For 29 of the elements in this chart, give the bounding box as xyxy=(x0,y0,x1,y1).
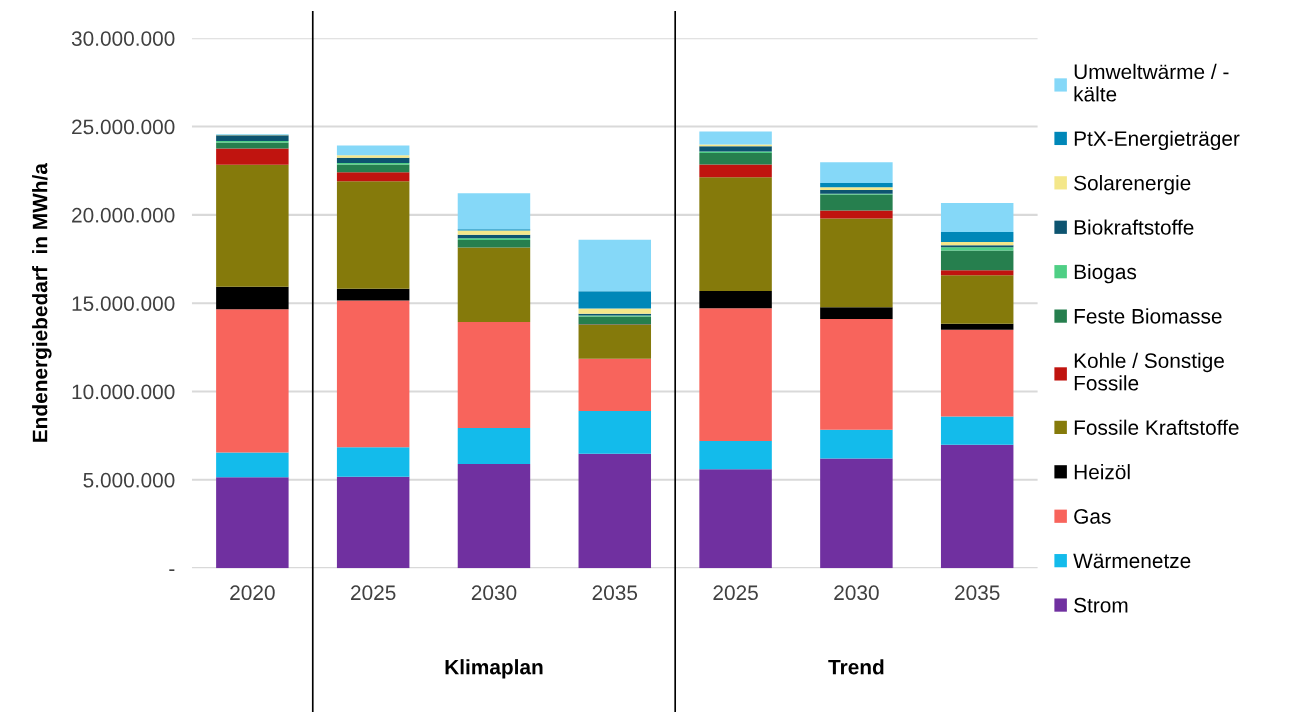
y-tick-label: - xyxy=(169,569,175,571)
legend-label: Wärmenetze xyxy=(1073,553,1191,569)
y-tick-label: 10.000.000 xyxy=(72,384,175,400)
text: Trend xyxy=(828,659,884,675)
x-tick-label: 2025 xyxy=(351,585,396,601)
legend-label: Umweltwärme / - kälte xyxy=(1074,63,1229,102)
x-tick-label: 2020 xyxy=(230,585,275,601)
x-tick-label: 2025 xyxy=(713,585,758,601)
legend-label: Biokraftstoffe xyxy=(1074,219,1194,235)
legend-label: Biogas xyxy=(1074,263,1137,284)
legend-label: PtX-Energieträger xyxy=(1074,130,1240,151)
legend-label: Heizöl xyxy=(1074,464,1130,480)
x-tick-label: 2035 xyxy=(592,585,638,601)
legend-label: Fossile Kraftstoffe xyxy=(1074,419,1239,435)
y-axis-title: Endenergiebedarf in MWh/a xyxy=(32,162,52,442)
y-tick-label: 20.000.000 xyxy=(72,207,175,223)
legend-label: Strom xyxy=(1074,597,1128,613)
y-tick-label: 25.000.000 xyxy=(72,119,175,135)
legend-label: Kohle / Sonstige Fossile xyxy=(1074,352,1224,391)
y-tick-label: 15.000.000 xyxy=(72,296,175,311)
y-tick-label: 30.000.000 xyxy=(71,31,175,46)
y-tick-label: 5.000.000 xyxy=(83,472,175,488)
legend-label: Solarenergie xyxy=(1074,175,1191,195)
x-tick-label: 2030 xyxy=(471,585,517,601)
legend-label: Feste Biomasse xyxy=(1074,308,1222,324)
x-tick-label: 2030 xyxy=(834,585,879,601)
legend-label: Gas xyxy=(1074,509,1111,524)
x-tick-label: 2035 xyxy=(955,585,1000,601)
text: Klimaplan xyxy=(445,659,543,679)
